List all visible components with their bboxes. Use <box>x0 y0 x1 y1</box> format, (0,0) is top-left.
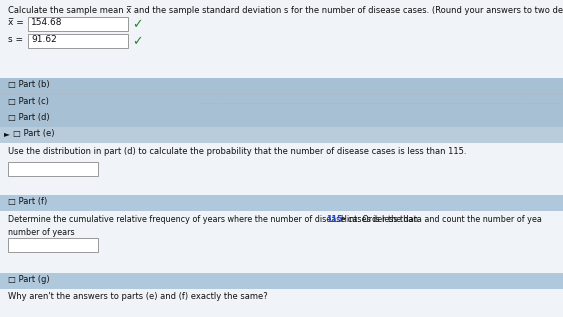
Text: □ Part (d): □ Part (d) <box>8 113 50 122</box>
Bar <box>0 127 563 143</box>
Bar <box>0 289 563 317</box>
Text: □ Part (f): □ Part (f) <box>8 197 47 206</box>
Text: . Hint: Order the data and count the number of yea: . Hint: Order the data and count the num… <box>336 215 542 224</box>
Text: □ Part (b): □ Part (b) <box>8 80 50 89</box>
Bar <box>8 162 98 176</box>
Text: 154.68: 154.68 <box>31 18 62 27</box>
Bar <box>0 195 563 211</box>
Text: Why aren't the answers to parts (e) and (f) exactly the same?: Why aren't the answers to parts (e) and … <box>8 292 268 301</box>
Text: ►: ► <box>4 129 10 138</box>
Bar <box>0 0 563 78</box>
Text: s =: s = <box>8 35 23 44</box>
Text: number of years: number of years <box>8 228 75 237</box>
Bar <box>0 111 563 127</box>
Bar <box>28 34 128 48</box>
Text: ✓: ✓ <box>132 18 142 31</box>
Text: 115: 115 <box>326 215 342 224</box>
Bar <box>0 211 563 273</box>
Bar <box>8 238 98 252</box>
Bar <box>0 273 563 289</box>
Bar <box>0 143 563 195</box>
Text: □ Part (e): □ Part (e) <box>13 129 55 138</box>
Text: 91.62: 91.62 <box>31 35 57 44</box>
Bar <box>0 95 563 111</box>
Text: Calculate the sample mean x̅ and the sample standard deviation s for the number : Calculate the sample mean x̅ and the sam… <box>8 6 563 15</box>
Bar <box>0 78 563 94</box>
Text: ✓: ✓ <box>132 35 142 48</box>
Text: □ Part (g): □ Part (g) <box>8 275 50 284</box>
Bar <box>28 17 128 31</box>
Text: Determine the cumulative relative frequency of years where the number of disease: Determine the cumulative relative freque… <box>8 215 421 224</box>
Text: Use the distribution in part (d) to calculate the probability that the number of: Use the distribution in part (d) to calc… <box>8 147 467 156</box>
Bar <box>0 94 563 95</box>
Text: x̅ =: x̅ = <box>8 18 24 27</box>
Text: □ Part (c): □ Part (c) <box>8 97 49 106</box>
